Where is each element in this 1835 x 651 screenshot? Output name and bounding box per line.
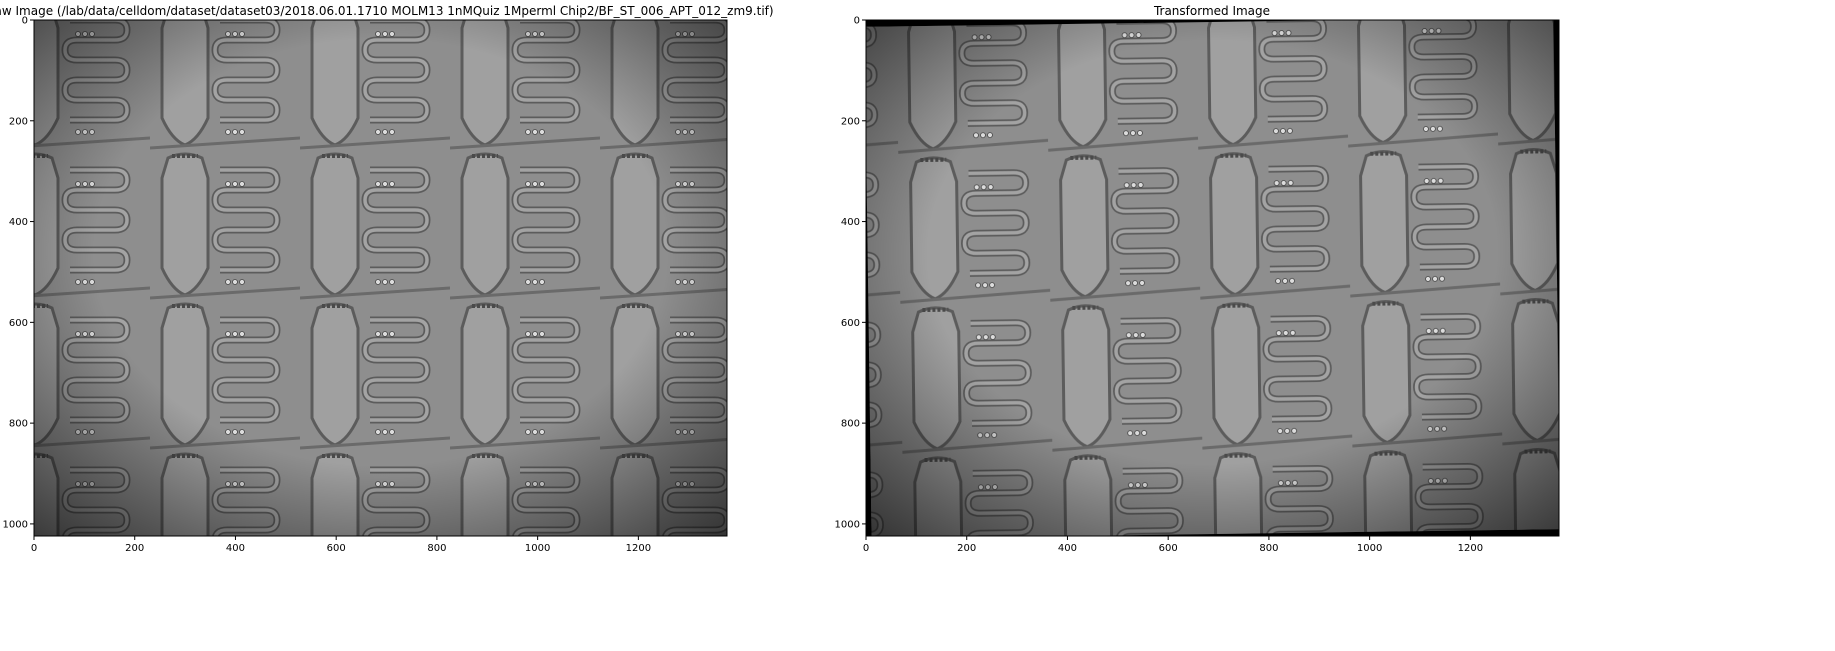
transformed-y-axis: 0 200 400 600 800 1000: [835, 16, 866, 530]
x-tick-label: 1200: [1458, 543, 1483, 554]
y-tick-label: 800: [9, 419, 28, 430]
y-tick-label: 600: [9, 318, 28, 329]
x-tick-label: 1000: [525, 543, 550, 554]
y-tick-label: 200: [9, 116, 28, 127]
x-tick-label: 400: [1058, 543, 1077, 554]
transformed-image-title: Transformed Image: [1153, 4, 1270, 18]
y-tick-label: 0: [854, 16, 860, 27]
transformed-image-panel: Transformed Image 0 200 400 600 800 1000 1200 …: [835, 4, 1560, 554]
y-tick-label: 1000: [835, 519, 860, 530]
y-tick-label: 600: [841, 318, 860, 329]
x-tick-label: 200: [957, 543, 976, 554]
x-tick-label: 600: [1159, 543, 1178, 554]
y-tick-label: 1000: [3, 519, 28, 530]
raw-image: [34, 20, 727, 536]
raw-x-axis: 0 200 400 600 800 1000 1200: [31, 536, 651, 554]
x-tick-label: 800: [1259, 543, 1278, 554]
y-tick-label: 200: [841, 116, 860, 127]
y-tick-label: 800: [841, 419, 860, 430]
y-tick-label: 400: [9, 217, 28, 228]
raw-image-frame: [33, 19, 728, 537]
transformed-image-frame: [865, 19, 1560, 537]
x-tick-label: 0: [863, 543, 869, 554]
x-tick-label: 200: [125, 543, 144, 554]
raw-image-panel: Raw Image (/lab/data/celldom/dataset/dat…: [0, 4, 774, 554]
x-tick-label: 1200: [626, 543, 651, 554]
raw-y-axis: 0 200 400 600 800 1000: [3, 16, 34, 530]
x-tick-label: 0: [31, 543, 37, 554]
y-tick-label: 400: [841, 217, 860, 228]
x-tick-label: 600: [327, 543, 346, 554]
x-tick-label: 1000: [1357, 543, 1382, 554]
x-tick-label: 400: [226, 543, 245, 554]
transformed-x-axis: 0 200 400 600 800 1000 1200: [863, 536, 1483, 554]
x-tick-label: 800: [427, 543, 446, 554]
y-tick-label: 0: [22, 16, 28, 27]
transformed-image: [866, 20, 1559, 536]
raw-image-title: Raw Image (/lab/data/celldom/dataset/dat…: [0, 4, 774, 18]
